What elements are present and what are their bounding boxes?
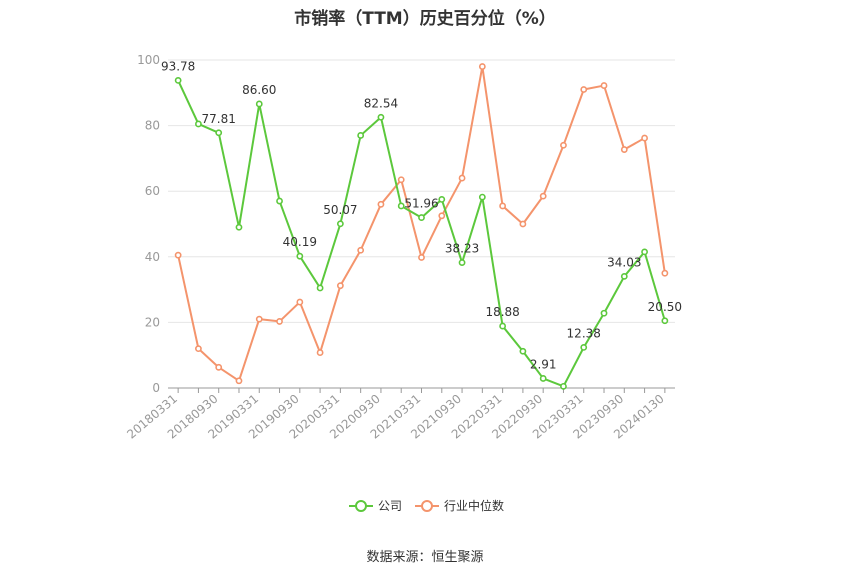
data-point [519,220,527,228]
data-point [174,251,182,259]
data-label: 20.50 [648,300,682,314]
data-point [215,129,223,137]
data-point [458,259,466,267]
data-label: 2.91 [530,357,557,371]
data-point [458,174,466,182]
data-point [499,202,507,210]
series-line-0 [177,79,666,388]
data-point [316,349,324,356]
data-point [276,318,283,325]
data-label: 12.38 [567,326,601,340]
legend-label: 公司 [378,499,402,513]
data-point [336,282,344,290]
data-point [235,377,243,385]
data-point [478,63,486,70]
data-label: 77.81 [202,112,236,126]
data-point [499,322,507,330]
legend-swatch-marker [355,500,367,512]
data-point [478,193,486,201]
data-point [195,120,202,128]
chart-title: 市销率（TTM）历史百分位（%） [294,9,556,29]
data-point [661,317,669,325]
data-point [600,82,608,89]
data-point [418,254,425,261]
data-point [560,141,567,149]
data-label: 82.54 [364,96,398,110]
data-point [255,100,263,108]
data-point [438,195,446,203]
data-point [620,272,628,280]
data-label: 18.88 [485,305,519,319]
data-point [235,223,243,231]
data-point [661,269,669,277]
y-tick-label: 20 [145,315,160,329]
data-point [641,134,648,142]
legend-item-industry[interactable]: 行业中位数 [415,498,504,513]
data-label: 34.03 [607,255,641,269]
data-point [174,77,182,84]
data-point [620,146,628,153]
data-point [377,113,385,121]
data-label: 40.19 [283,235,317,249]
data-source: 数据来源：恒生聚源 [366,550,484,565]
y-tick-label: 40 [145,250,160,264]
data-point [397,176,405,184]
data-point [255,315,263,323]
data-point [296,298,304,306]
data-point [276,197,283,205]
data-point [560,382,567,390]
data-labels: 93.78 77.81 86.60 40.19 50.07 82.54 51.96 38.23… [161,59,682,371]
data-point [357,246,365,254]
data-point [641,248,648,256]
data-point [336,220,344,228]
legend-label: 行业中位数 [444,498,504,513]
legend-item-company[interactable]: 公司 [349,499,402,513]
data-label: 38.23 [445,242,479,256]
y-tick-label: 100 [137,53,160,67]
legend[interactable]: 公司 行业中位数 [349,498,504,513]
data-point [539,375,547,382]
y-tick-label: 60 [145,184,160,198]
series-points [174,63,669,390]
data-point [397,202,405,210]
data-point [539,192,547,200]
y-tick-label: 80 [145,119,160,133]
legend-swatch-marker [421,500,433,512]
data-point [580,86,588,93]
data-point [438,212,446,220]
data-label: 51.96 [404,197,438,211]
data-point [316,284,324,292]
y-tick-label: 0 [152,381,160,395]
data-point [600,309,608,317]
data-point [377,200,385,208]
data-label: 50.07 [323,203,357,217]
data-point [519,347,527,355]
y-axis: 0 20 40 60 80 100 [137,53,160,395]
data-point [357,132,365,139]
data-point [195,345,202,353]
x-axis: 2018033120180930201903312019093020200331… [124,387,675,442]
data-point [215,363,223,371]
data-label: 86.60 [242,83,276,97]
data-point [418,214,425,221]
data-point [296,252,304,260]
data-label: 93.78 [161,59,195,73]
data-point [580,343,588,351]
